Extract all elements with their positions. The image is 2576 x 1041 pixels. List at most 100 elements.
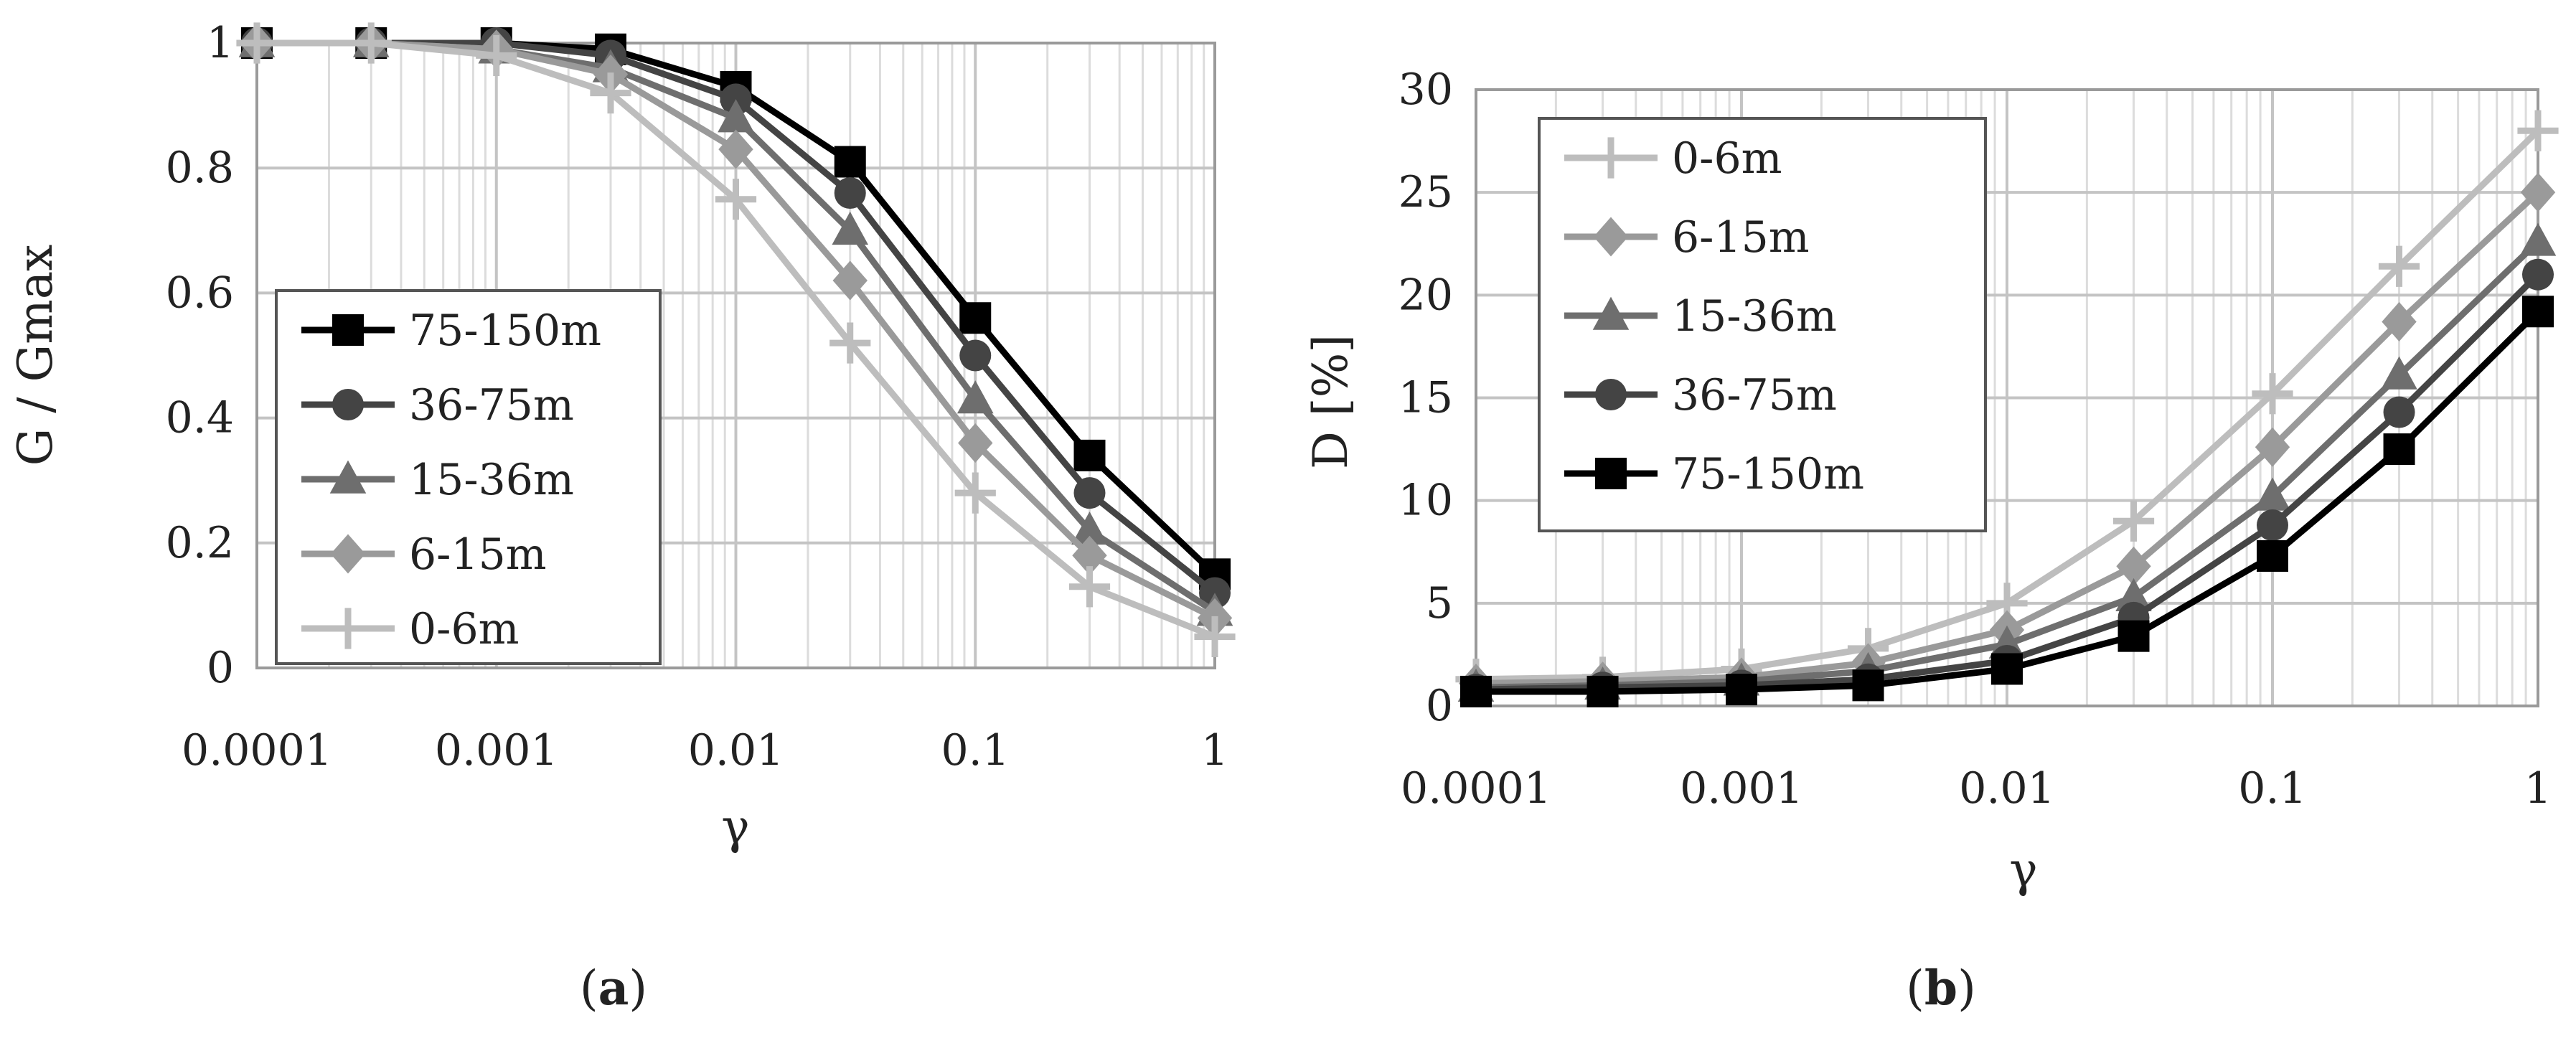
data-point-circle [1073,477,1106,509]
legend-item: 36-75m [301,380,574,430]
data-point-circle [834,177,866,209]
y-tick-label: 10 [1399,476,1453,526]
data-point-square [2257,540,2288,572]
y-tick-label: 25 [1399,167,1453,217]
legend-marker-plus [1590,137,1632,179]
data-point-triangle [2519,222,2557,256]
data-point-plus [715,179,757,220]
data-point-triangle [718,99,754,133]
data-point-triangle [832,211,869,245]
data-point-circle [959,339,992,372]
y-tick-label: 0 [207,643,234,693]
data-point-diamond [832,260,868,301]
y-tick-label: 0 [1426,681,1453,731]
data-point-triangle [2254,477,2291,511]
legend-marker-triangle [329,460,367,494]
data-point-square [1852,669,1884,702]
legend-item: 0-6m [301,604,520,654]
legend-label: 15-36m [1672,291,1837,341]
chart-b-svg: 0 5 10 15 20 25 30 0.0001 0.001 0.01 0.1 1 D [%] γ 0-6… [1303,65,2559,1016]
data-point-plus [829,322,871,364]
data-point-square [2117,620,2150,652]
x-tick-label: 0.1 [941,725,1010,776]
data-point-plus [2112,500,2155,542]
y-tick-label: 0.6 [166,268,234,318]
y-tick-label: 1 [207,18,234,68]
panel-label: (a) [580,960,647,1016]
y-tick-label: 5 [1426,578,1453,628]
x-tick-label: 0.1 [2238,763,2306,814]
x-tick-label: 0.001 [1680,763,1803,814]
data-point-plus [1068,566,1111,608]
chart-panel-b: 0 5 10 15 20 25 30 0.0001 0.001 0.01 0.1 1 D [%] γ 0-6… [1288,0,2576,1037]
y-tick-label: 0.4 [166,393,234,443]
legend-marker-diamond [330,534,366,574]
y-tick-label: 0.2 [166,518,234,568]
plot-area-frame [255,42,1216,669]
x-tick-label: 1 [1201,725,1228,776]
data-point-circle [2522,258,2554,291]
data-point-triangle [956,380,994,414]
legend-marker-circle [1595,379,1627,410]
data-point-triangle [2381,356,2417,390]
panel-label-letter: a [598,960,629,1016]
data-point-square [1460,675,1492,707]
legend-item: 15-36m [1564,291,1837,341]
data-point-diamond [718,129,753,169]
x-axis-label: γ [2009,842,2037,898]
data-point-plus [2252,373,2293,415]
series-0-6m [236,22,1236,658]
data-point-plus [1194,616,1236,658]
y-tick-label: 20 [1399,270,1453,320]
y-axis-label: D [%] [1303,334,1358,469]
panel-label: (b) [1906,960,1976,1016]
panel-label-letter: b [1924,960,1957,1016]
data-point-square [1991,653,2023,685]
legend: 75-150m 36-75m 15-36m 6-15m 0-6m [275,289,662,665]
tick-labels: 0 5 10 15 20 25 30 0.0001 0.001 0.01 0.1 1 [1399,65,2552,814]
data-point-plus [236,22,278,64]
legend-item: 75-150m [1564,449,1864,499]
chart-panel-a: 0 0.2 0.4 0.6 0.8 1 0.0001 0.001 0.01 0.1 1 G / Gma… [0,0,1288,1037]
legend-item: 0-6m [1564,133,1782,184]
legend-label: 75-150m [409,306,601,356]
panel-label-close: ) [629,961,647,1016]
legend-label: 6-15m [1672,212,1810,263]
y-tick-label: 15 [1399,373,1453,423]
data-point-plus [476,34,517,77]
data-point-diamond [2116,546,2151,586]
data-point-plus [2378,245,2420,287]
data-point-square [2522,296,2554,328]
legend-item: 36-75m [1564,370,1837,420]
data-point-square [1073,439,1106,471]
legend-label: 36-75m [409,380,574,430]
x-tick-label: 0.0001 [1401,763,1551,814]
legend-item: 75-150m [301,306,601,356]
data-point-plus [954,472,996,514]
legend-marker-triangle [1592,296,1630,330]
data-point-triangle [2115,578,2152,612]
data-point-circle [2383,396,2415,428]
legend-label: 36-75m [1672,370,1837,420]
data-point-diamond [2382,302,2417,342]
legend-marker-circle [332,389,364,420]
data-point-plus [2517,110,2559,151]
legend-marker-square [1595,458,1627,489]
legend-label: 6-15m [409,529,547,580]
data-point-triangle [1071,511,1108,545]
y-tick-label: 0.8 [166,143,234,193]
x-tick-label: 0.0001 [182,725,332,776]
legend-label: 75-150m [1672,449,1864,499]
legend-label: 0-6m [409,604,520,654]
panel-label-open: ( [580,961,598,1016]
chart-a-svg: 0 0.2 0.4 0.6 0.8 1 0.0001 0.001 0.01 0.1 1 G / Gma… [8,18,1236,1016]
data-point-circle [2257,509,2288,542]
data-point-square [1587,675,1619,707]
data-point-diamond [958,423,993,463]
series-75-150m [1460,296,2554,707]
legend-item: 15-36m [301,455,574,505]
data-point-square [1726,674,1757,706]
data-point-plus [350,22,392,64]
data-point-plus [590,72,631,114]
x-tick-label: 0.001 [435,725,558,776]
